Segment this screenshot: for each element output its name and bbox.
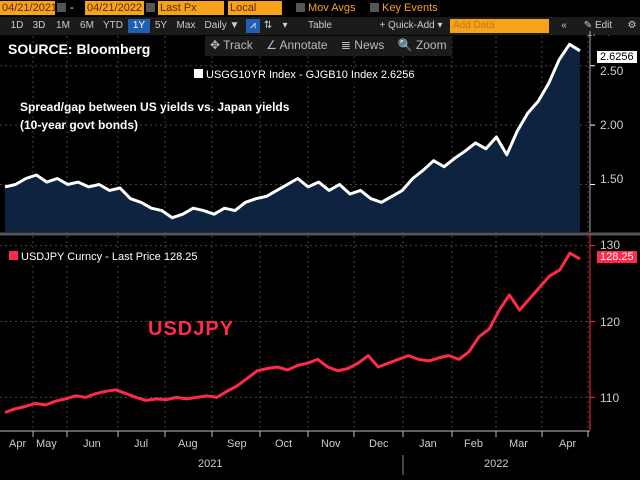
track-button[interactable]: ✥ Track: [210, 38, 253, 52]
range-1d[interactable]: 1D: [10, 20, 24, 31]
year-label: 2021: [198, 458, 223, 470]
range-max[interactable]: Max: [176, 20, 196, 31]
month-label: Oct: [275, 438, 293, 450]
range-3d[interactable]: 3D: [32, 20, 46, 31]
month-label: Nov: [321, 438, 341, 450]
gear-icon[interactable]: ⚙: [627, 20, 637, 31]
month-label: Mar: [509, 438, 528, 450]
end-date-input[interactable]: 04/21/2022: [85, 1, 144, 15]
frequency-select[interactable]: Daily ▼: [204, 20, 240, 31]
month-label: Aug: [178, 438, 198, 450]
year-label: 2022: [484, 458, 509, 470]
spread-legend: USGG10YR Index - GJGB10 Index 2.6256: [190, 68, 419, 82]
mov-avgs-checkbox[interactable]: [296, 3, 305, 12]
calendar-icon[interactable]: [57, 3, 66, 12]
key-events-label[interactable]: Key Events: [382, 2, 438, 14]
month-label: May: [36, 438, 57, 450]
range-6m[interactable]: 6M: [80, 20, 94, 31]
y-tick: 2.00: [600, 118, 624, 132]
currency-select[interactable]: Local CCY: [228, 1, 282, 28]
chart-tools: ✥ Track ∠ Annotate ≣ News 🔍 Zoom: [205, 36, 452, 56]
zoom-button[interactable]: 🔍 Zoom: [397, 38, 447, 52]
bar-type-icon[interactable]: ⇅: [263, 20, 273, 31]
range-1y[interactable]: 1Y: [128, 19, 150, 33]
usdjpy-title: USDJPY: [148, 318, 235, 340]
add-data-input[interactable]: Add Data: [450, 19, 549, 33]
range-ytd[interactable]: YTD: [103, 20, 123, 31]
spread-line: [4, 42, 581, 220]
news-button[interactable]: ≣ News: [340, 38, 385, 52]
month-label: Jan: [419, 438, 437, 450]
spread-area: [5, 44, 580, 232]
spread-title: Spread/gap between US yields vs. Japan y…: [20, 100, 290, 114]
source-label: SOURCE: Bloomberg: [8, 41, 151, 57]
spread-subtitle: (10-year govt bonds): [20, 118, 139, 132]
month-label: Feb: [464, 438, 483, 450]
range-1m[interactable]: 1M: [56, 20, 70, 31]
date-range-bar: 04/21/2021 - 04/21/2022 Last Px Local CC…: [0, 1, 438, 28]
calendar-icon[interactable]: [146, 3, 155, 12]
start-date-input[interactable]: 04/21/2021: [0, 1, 58, 15]
quick-add-button[interactable]: + Quick-Add ▾: [379, 20, 443, 31]
y-tick: 2.50: [600, 64, 624, 78]
y-tick: 120: [600, 315, 621, 329]
month-label: Jun: [83, 438, 101, 450]
table-button[interactable]: Table: [308, 20, 332, 31]
usdjpy-last-value: 128.25: [597, 251, 637, 263]
chevron-down-icon[interactable]: ▾: [282, 20, 288, 31]
y-tick: 130: [600, 238, 621, 252]
spread-last-value: 2.6256: [597, 51, 637, 63]
collapse-icon[interactable]: «: [561, 20, 567, 31]
usdjpy-line: [4, 251, 581, 414]
usdjpy-legend: USDJPY Curncy - Last Price 128.25: [5, 250, 202, 264]
month-label: Apr: [559, 438, 577, 450]
y-tick: 1.50: [600, 172, 624, 186]
y-tick: 110: [600, 391, 620, 405]
mov-avgs-label[interactable]: Mov Avgs: [308, 2, 356, 14]
month-label: Sep: [227, 438, 247, 450]
line-chart-icon[interactable]: ⩘: [246, 19, 260, 33]
range-5y[interactable]: 5Y: [154, 20, 168, 31]
month-label: Dec: [369, 438, 389, 450]
month-label: Jul: [134, 438, 149, 450]
month-label: Apr: [9, 438, 27, 450]
price-field-select[interactable]: Last Px: [158, 1, 224, 15]
key-events-checkbox[interactable]: [370, 3, 379, 12]
chart-toolbar: 1D 3D 1M 6M YTD 1Y 5Y Max Daily ▼ ⩘ ⇅ ▾ …: [0, 17, 640, 45]
annotate-button[interactable]: ∠ Annotate: [266, 38, 328, 52]
